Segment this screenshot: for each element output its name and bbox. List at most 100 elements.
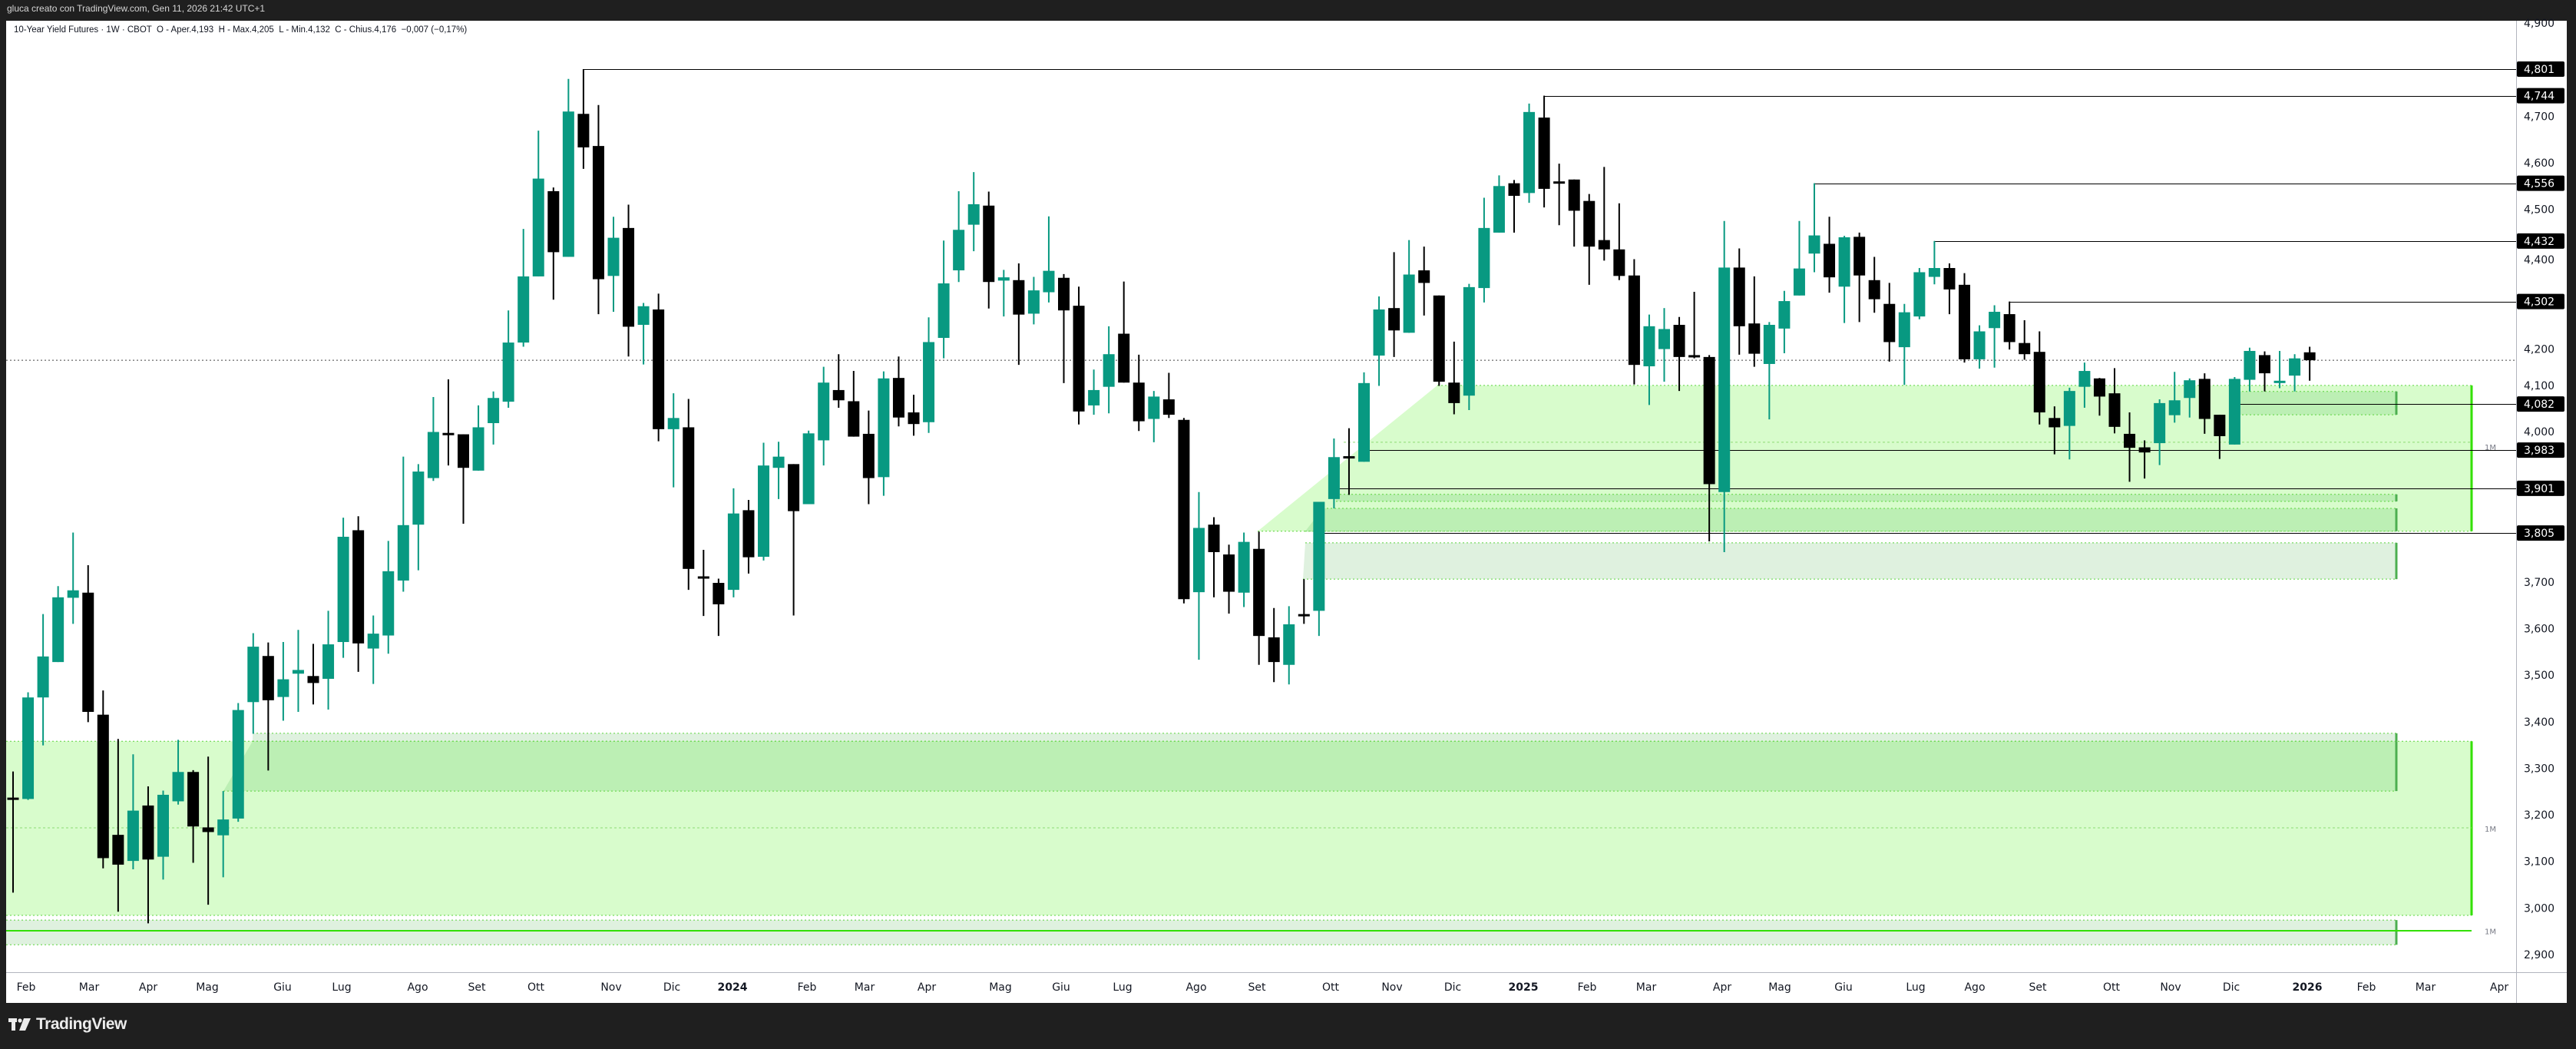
candle — [1989, 305, 2001, 368]
price-tick-label: 3,100 — [2524, 856, 2555, 869]
candle-body — [2124, 433, 2136, 448]
candle — [1868, 256, 1880, 313]
zone-mid — [1336, 494, 2396, 501]
price-level-badge — [2517, 525, 2564, 541]
candle-body — [2303, 352, 2316, 361]
candle-body — [1358, 382, 1370, 462]
price-level-badge-label: 4,302 — [2524, 296, 2555, 309]
candle-body — [127, 810, 139, 862]
time-tick-label: Ago — [1185, 981, 1206, 994]
candle-body — [667, 418, 680, 429]
candle-body — [2019, 342, 2031, 355]
time-tick-label: Feb — [1578, 981, 1597, 994]
candle-body — [892, 378, 904, 418]
time-tick-label: Apr — [918, 981, 936, 994]
candle — [1118, 281, 1130, 383]
candle — [157, 790, 169, 880]
candle — [1073, 286, 1085, 425]
candle-body — [1178, 419, 1190, 600]
candle-body — [1508, 183, 1520, 197]
price-level-badge-label: 3,805 — [2524, 528, 2555, 540]
time-tick-label: Mar — [855, 981, 875, 994]
candle-body — [727, 513, 739, 591]
candle-body — [502, 342, 514, 402]
candle — [1298, 579, 1310, 624]
candle-body — [1448, 382, 1460, 403]
candle-body — [157, 794, 169, 857]
candle-body — [2198, 379, 2211, 419]
candle — [2303, 346, 2316, 381]
candle-body — [2244, 350, 2256, 380]
candle — [1808, 183, 1820, 273]
tradingview-logo[interactable]: TradingView — [8, 1015, 127, 1034]
candle-body — [2093, 378, 2105, 397]
candle — [1283, 606, 1295, 685]
candle — [2244, 347, 2256, 392]
candle-body — [1253, 548, 1265, 637]
candle — [472, 405, 484, 471]
candle-body — [1553, 181, 1566, 184]
candle-body — [2184, 380, 2196, 399]
candle-body — [713, 583, 725, 604]
candle — [202, 756, 214, 905]
time-tick-label: Ott — [527, 981, 545, 994]
candle-body — [547, 190, 560, 253]
time-tick-label: Dic — [663, 981, 680, 994]
candle — [1493, 175, 1505, 233]
candle — [1253, 531, 1265, 665]
time-axis[interactable]: Feb Mar Apr Mag Giu Lug Ago Set Ott Nov Dic 2024 Feb… — [6, 972, 2567, 994]
candle-body — [1313, 501, 1325, 611]
candle — [382, 541, 395, 654]
candle-body — [1133, 382, 1145, 422]
candle — [713, 578, 725, 637]
price-tick-label: 4,700 — [2524, 111, 2555, 123]
candle — [262, 642, 274, 771]
candle — [772, 442, 785, 499]
candle-body — [2259, 355, 2270, 374]
time-tick-label: 2025 — [1509, 981, 1539, 994]
candle-body — [683, 427, 695, 569]
candle — [1583, 194, 1596, 285]
candle — [1463, 283, 1475, 411]
candle — [577, 69, 590, 169]
price-axis[interactable]: 4,900 4,700 4,600 4,500 4,400 4,200 4,100 4,000… — [2516, 18, 2567, 1003]
candle-body — [472, 427, 484, 471]
candle-body — [653, 309, 665, 429]
price-level-badge-label: 4,801 — [2524, 64, 2555, 76]
candle-body — [82, 592, 94, 713]
candle-body — [923, 342, 935, 422]
zone-timeframe-label: 1M — [2485, 444, 2496, 452]
time-tick-label: Mar — [2416, 981, 2436, 994]
candle — [1478, 197, 1490, 303]
candle-body — [607, 237, 620, 276]
candle — [862, 410, 875, 505]
candle-body — [247, 647, 260, 703]
price-tick-label: 2,900 — [2524, 949, 2555, 961]
candle — [1778, 290, 1791, 354]
price-tick-label: 3,300 — [2524, 763, 2555, 775]
candle-body — [52, 597, 64, 663]
candle — [1898, 303, 1910, 386]
candle — [37, 614, 49, 746]
price-level-badge-label: 4,432 — [2524, 236, 2555, 248]
candle-body — [2214, 415, 2226, 436]
candle-body — [67, 590, 79, 598]
candle — [1403, 240, 1415, 333]
zones-layer: 1M 1M 1M — [6, 385, 2496, 945]
levels-layer — [583, 69, 2516, 534]
candle — [2228, 376, 2240, 445]
candle-body — [1673, 325, 1685, 357]
candle-body — [307, 676, 319, 683]
candle — [2108, 368, 2121, 434]
zone-timeframe-label: 1M — [2485, 826, 2496, 834]
candle — [292, 630, 304, 713]
candle — [1328, 438, 1340, 508]
candle — [172, 740, 184, 805]
candle — [1598, 167, 1610, 261]
candle-body — [577, 114, 590, 147]
candle-body — [1403, 274, 1415, 333]
legend-symbol: 10-Year Yield Futures · 1W · CBOT — [14, 25, 152, 35]
price-level-badge — [2517, 61, 2564, 78]
time-tick-label: Ago — [1964, 981, 1985, 994]
